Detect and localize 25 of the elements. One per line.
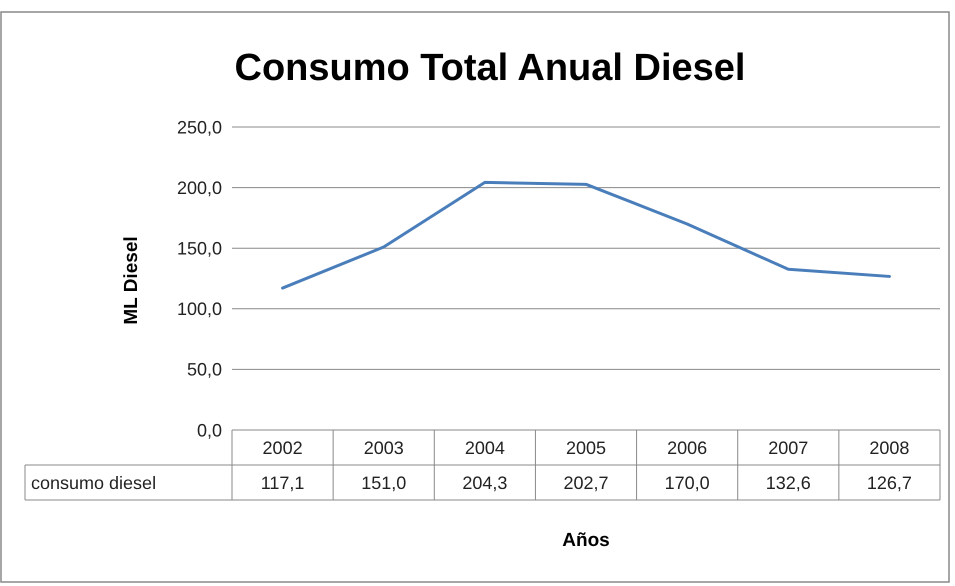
y-axis-title: ML Diesel xyxy=(121,236,142,325)
line-series xyxy=(281,180,891,290)
data-label: 132,6 xyxy=(766,472,811,493)
x-tick-label: 2004 xyxy=(464,438,505,458)
x-axis-title: Años xyxy=(562,530,610,551)
x-tick-label: 2008 xyxy=(869,438,910,458)
x-tick-label: 2007 xyxy=(768,438,808,458)
y-tick-label: 100,0 xyxy=(176,299,222,320)
chart-title: Consumo Total Anual Diesel xyxy=(234,47,746,89)
data-label: 204,3 xyxy=(462,472,508,493)
data-label: 170,0 xyxy=(664,472,710,493)
y-tick-label: 50,0 xyxy=(186,360,222,380)
x-tick-label: 2006 xyxy=(667,438,708,458)
y-tick-label: 0,0 xyxy=(196,420,222,440)
x-tick-label: 2002 xyxy=(262,438,303,458)
y-tick-label: 150,0 xyxy=(176,238,222,258)
data-label: 151,0 xyxy=(361,472,406,493)
x-tick-label: 2003 xyxy=(364,438,404,458)
text: consumo diesel xyxy=(31,472,156,493)
data-label: 126,7 xyxy=(866,472,912,493)
data-label: 117,1 xyxy=(260,472,304,493)
data-label: 202,7 xyxy=(563,472,609,493)
y-tick-label: 250,0 xyxy=(176,117,222,138)
x-tick-label: 2005 xyxy=(566,438,606,458)
y-tick-label: 200,0 xyxy=(176,178,222,198)
